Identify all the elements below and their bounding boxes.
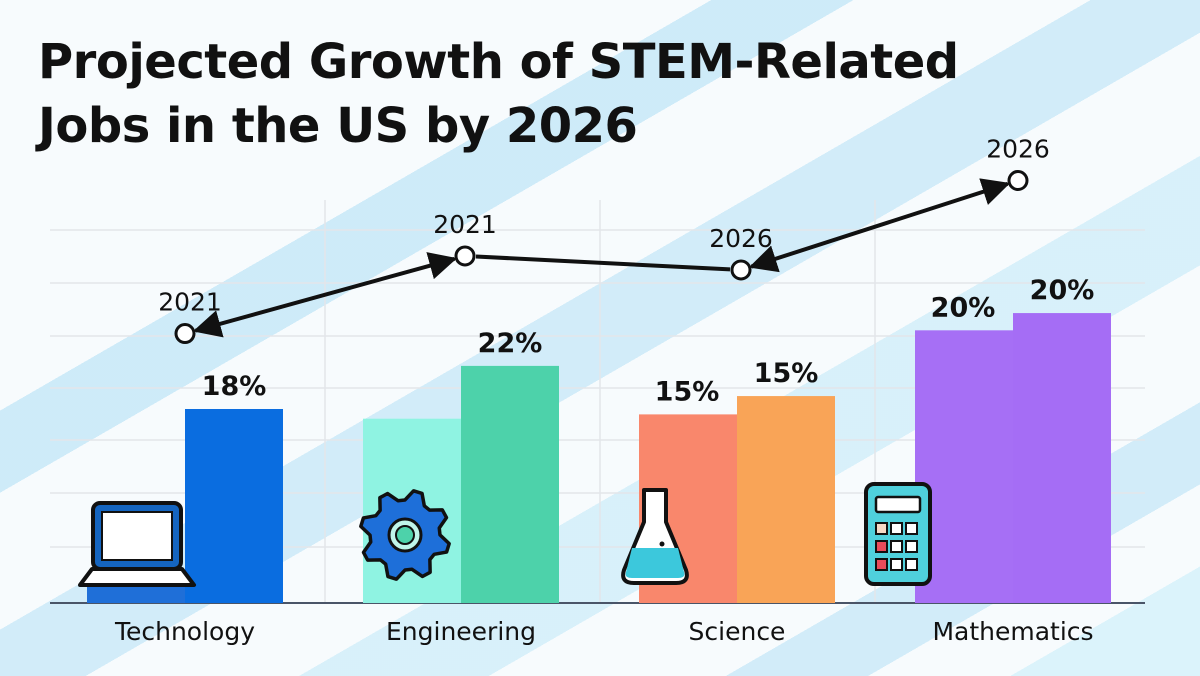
laptop-base	[78, 567, 196, 587]
calculator-key	[905, 558, 918, 571]
flask-bubble	[659, 541, 665, 547]
gear-center	[395, 525, 415, 545]
data-label: 15%	[655, 376, 720, 407]
calculator-key	[890, 522, 903, 535]
data-label: 20%	[1030, 275, 1095, 306]
trend-point	[1007, 170, 1029, 192]
bar-technology-2	[185, 409, 283, 603]
trend-segment	[748, 178, 1011, 273]
trend-point	[174, 323, 196, 345]
category-label: Engineering	[386, 617, 536, 646]
flask-icon	[621, 488, 689, 585]
data-label: 15%	[754, 358, 819, 389]
trend-segment	[475, 254, 731, 272]
flask-liquid	[625, 548, 685, 578]
category-label: Mathematics	[932, 617, 1093, 646]
calculator-icon	[864, 482, 932, 586]
data-label: 22%	[478, 328, 543, 359]
calculator-key	[905, 522, 918, 535]
gear-icon	[359, 489, 451, 581]
laptop-icon	[78, 501, 196, 587]
trend-year-label: 2026	[986, 135, 1050, 164]
trend-year-label: 2021	[433, 210, 497, 239]
calculator-key	[875, 558, 888, 571]
category-label: Science	[689, 617, 786, 646]
calculator-key	[890, 540, 903, 553]
bar-science-2	[737, 396, 835, 603]
chart-title: Projected Growth of STEM-Related Jobs in…	[38, 30, 959, 158]
category-label: Technology	[114, 617, 255, 646]
calculator-display	[874, 495, 922, 514]
trend-year-label: 2026	[709, 224, 773, 253]
calculator-key	[890, 558, 903, 571]
trend-point	[730, 259, 752, 281]
laptop-screen	[101, 511, 173, 561]
calculator-key	[905, 540, 918, 553]
title-line-2: Jobs in the US by 2026	[38, 98, 638, 154]
data-label: 18%	[202, 371, 267, 402]
bar-mathematics-2	[1013, 313, 1111, 603]
calculator-key	[875, 522, 888, 535]
trend-year-label: 2021	[158, 288, 222, 317]
trend-point	[454, 245, 476, 267]
trend-segment	[192, 252, 458, 338]
bar-engineering-2	[461, 365, 559, 603]
title-line-1: Projected Growth of STEM-Related	[38, 34, 959, 90]
calculator-key	[875, 540, 888, 553]
data-label: 20%	[931, 292, 996, 323]
